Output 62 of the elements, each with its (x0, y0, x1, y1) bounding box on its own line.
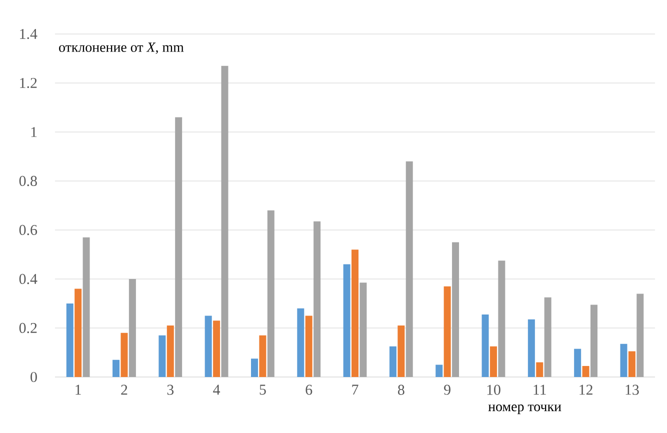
bar (305, 316, 312, 377)
x-tick-label: 12 (580, 384, 592, 395)
bar (128, 279, 136, 377)
bar (628, 351, 636, 377)
bar (482, 314, 489, 377)
y-axis-title: отклонение от X, mm (59, 42, 184, 54)
bar (620, 344, 628, 377)
bar (120, 332, 128, 377)
bar (636, 294, 644, 377)
bar (498, 260, 506, 377)
x-tick-label: 5 (260, 384, 266, 395)
y-tick-label: 0.4 (19, 274, 38, 284)
bar (82, 237, 90, 377)
x-tick-label: 13 (626, 384, 639, 395)
bar (204, 316, 212, 377)
x-tick-label: 3 (167, 384, 174, 395)
bar (352, 250, 359, 377)
x-axis-title: номер точки (488, 404, 562, 414)
y-tick-label: 0 (30, 372, 37, 382)
bar (398, 326, 405, 377)
bar (267, 210, 274, 377)
bar (259, 335, 266, 377)
bar (213, 320, 220, 377)
y-tick-label: 0.8 (19, 176, 37, 186)
y-tick-label: 1.2 (20, 78, 37, 88)
bar (590, 304, 598, 377)
bar (536, 362, 544, 377)
x-tick-label: 8 (398, 384, 404, 395)
bar (175, 117, 182, 377)
bar (250, 358, 258, 377)
x-tick-label: 10 (487, 384, 500, 395)
x-tick-label: 11 (534, 384, 546, 395)
bar (343, 264, 350, 377)
x-tick-label: 7 (352, 384, 358, 395)
x-tick-label: 4 (213, 384, 220, 395)
y-tick-label: 1 (31, 127, 37, 137)
x-tick-label: 2 (121, 384, 128, 395)
x-tick-label: 9 (444, 384, 450, 395)
bar (490, 346, 497, 377)
x-tick-label: 1 (76, 384, 81, 395)
x-tick-label: 6 (306, 384, 312, 395)
bar (158, 335, 166, 377)
y-tick-label: 0.2 (19, 322, 37, 334)
bar (389, 346, 396, 377)
bar (74, 288, 82, 377)
bar (452, 242, 460, 377)
bar (112, 360, 120, 377)
bar (582, 366, 590, 377)
bar (544, 297, 552, 377)
bar (528, 319, 535, 377)
bar (444, 286, 451, 377)
bar (314, 221, 321, 377)
bar (297, 308, 304, 377)
bar (221, 66, 228, 377)
bar (66, 304, 74, 377)
bar (166, 326, 174, 377)
bar (360, 282, 367, 377)
y-tick-label: 1.4 (20, 28, 38, 40)
bar (406, 161, 413, 377)
bar (436, 364, 443, 377)
bar (574, 348, 582, 377)
y-tick-label: 0.6 (19, 224, 38, 236)
